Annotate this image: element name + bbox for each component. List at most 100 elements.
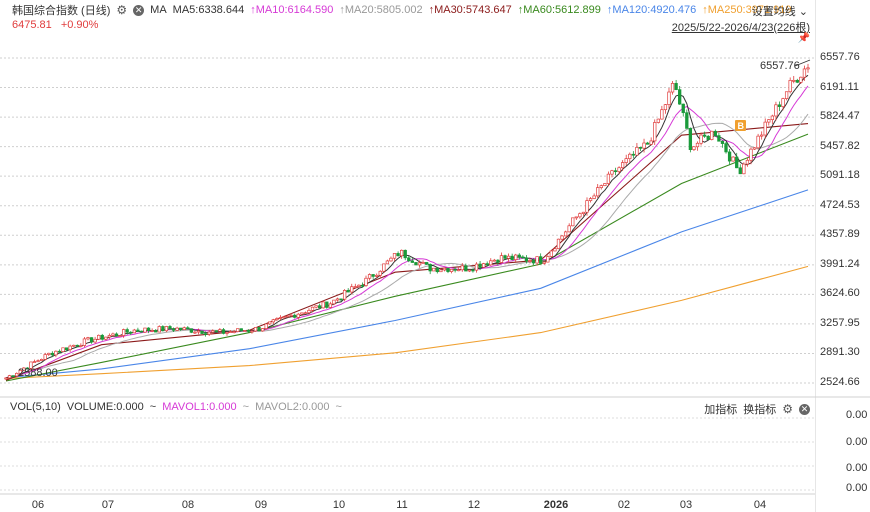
candle-body bbox=[510, 255, 514, 261]
candle-body bbox=[389, 257, 393, 262]
candle-body bbox=[168, 326, 172, 330]
candle-body bbox=[767, 119, 771, 123]
candle-body bbox=[396, 253, 400, 257]
ma-item[interactable]: ↑MA10:6164.590 bbox=[250, 4, 334, 16]
gear-icon[interactable]: ⚙ bbox=[116, 2, 128, 17]
candle-body bbox=[596, 187, 600, 197]
candle-body bbox=[742, 163, 746, 175]
ma-settings-label: 设置均线 bbox=[751, 6, 796, 18]
price-tick: 3624.60 bbox=[820, 287, 860, 300]
price-tick: 4357.89 bbox=[820, 228, 860, 241]
candle-body bbox=[228, 331, 233, 333]
candle-body bbox=[756, 135, 760, 149]
candle-body bbox=[132, 329, 136, 334]
candle-body bbox=[467, 269, 472, 272]
ma-line-ma120 bbox=[5, 189, 809, 379]
candle-body bbox=[289, 314, 293, 317]
candle-body bbox=[752, 147, 757, 150]
ma-item[interactable]: ↑MA120:4920.476 bbox=[606, 4, 697, 16]
ma-line-ma30 bbox=[5, 123, 809, 381]
candle-body bbox=[36, 360, 40, 362]
candle-body bbox=[563, 231, 568, 237]
vol-dash-icon: ~ bbox=[335, 401, 342, 413]
switch-indicator-button[interactable]: 换指标 bbox=[743, 404, 777, 416]
candle-body bbox=[528, 260, 532, 262]
candle-body bbox=[606, 173, 611, 184]
time-tick: 02 bbox=[617, 499, 631, 511]
time-tick: 11 bbox=[396, 499, 408, 511]
date-range[interactable]: 2025/5/22-2026/4/23(226根) bbox=[671, 22, 810, 34]
candle-body bbox=[478, 263, 482, 268]
candle-body bbox=[417, 262, 422, 266]
price-tick: 6557.76 bbox=[820, 51, 860, 63]
gear-icon[interactable]: ⚙ bbox=[782, 401, 793, 416]
price-tick: 5457.82 bbox=[820, 139, 860, 152]
candle-body bbox=[645, 142, 650, 145]
candle-body bbox=[189, 328, 194, 333]
candle-body bbox=[524, 257, 529, 262]
candle-body bbox=[54, 350, 58, 356]
candle-body bbox=[795, 79, 799, 83]
price-tick: 3991.24 bbox=[820, 257, 860, 270]
candle-body bbox=[710, 130, 714, 140]
ma-item[interactable]: ↑MA30:5743.647 bbox=[428, 4, 512, 16]
candle-body bbox=[439, 269, 443, 273]
candle-body bbox=[382, 263, 386, 272]
candle-body bbox=[50, 352, 54, 356]
add-indicator-button[interactable]: 加指标 bbox=[704, 404, 738, 416]
volume-tick: 0.00 bbox=[846, 409, 868, 421]
candle-body bbox=[617, 167, 621, 172]
candle-body bbox=[139, 330, 144, 333]
candle-body bbox=[111, 333, 115, 336]
current-price: 6475.81 bbox=[12, 19, 52, 31]
candle-body bbox=[414, 262, 418, 266]
candle-body bbox=[193, 331, 197, 334]
close-icon[interactable]: ✕ bbox=[799, 403, 810, 415]
candle-body bbox=[457, 269, 461, 272]
candle-body bbox=[506, 255, 511, 259]
candle-body bbox=[485, 263, 489, 266]
candle-body bbox=[7, 375, 12, 379]
candle-body bbox=[321, 301, 325, 309]
candle-body bbox=[517, 254, 521, 258]
candle-body bbox=[367, 274, 372, 279]
last-price-pointer bbox=[794, 59, 811, 67]
ma-item[interactable]: ↑MA20:5805.002 bbox=[339, 4, 423, 16]
candle-body bbox=[760, 134, 764, 137]
time-tick: 08 bbox=[181, 499, 195, 511]
candle-body bbox=[328, 303, 333, 308]
candle-body bbox=[410, 260, 414, 263]
candle-body bbox=[296, 313, 300, 318]
candle-body bbox=[129, 331, 133, 334]
time-tick: 12 bbox=[467, 499, 481, 511]
event-marker-label: B bbox=[738, 121, 745, 131]
candle-body bbox=[32, 361, 37, 363]
ma-item[interactable]: MA5:6338.644 bbox=[172, 4, 245, 16]
ma-item[interactable]: ↑MA250:3971.919 bbox=[702, 4, 792, 16]
event-marker bbox=[735, 120, 746, 131]
candle-body bbox=[727, 151, 732, 162]
candle-body bbox=[203, 333, 208, 335]
candle-body bbox=[303, 312, 308, 315]
candle-body bbox=[514, 254, 518, 261]
ma-label: MA bbox=[150, 4, 167, 16]
candle-body bbox=[428, 263, 432, 272]
ma-settings-button[interactable]: 设置均线 ⌄ bbox=[752, 3, 808, 19]
pin-icon[interactable]: 📌 bbox=[797, 33, 810, 44]
candle-body bbox=[435, 267, 439, 273]
price-tick: 5824.47 bbox=[820, 110, 860, 123]
ma-item[interactable]: ↑MA60:5612.899 bbox=[517, 4, 601, 16]
candle-body bbox=[624, 158, 628, 163]
candle-body bbox=[68, 345, 72, 350]
candle-body bbox=[125, 329, 129, 333]
candle-body bbox=[735, 156, 739, 169]
candle-body bbox=[325, 301, 329, 308]
candle-body bbox=[82, 338, 87, 346]
candle-body bbox=[471, 269, 475, 272]
candle-body bbox=[424, 262, 429, 265]
candle-body bbox=[15, 372, 19, 377]
candle-body bbox=[806, 67, 810, 70]
candle-body bbox=[678, 89, 682, 105]
close-icon[interactable]: ✕ bbox=[133, 4, 145, 16]
